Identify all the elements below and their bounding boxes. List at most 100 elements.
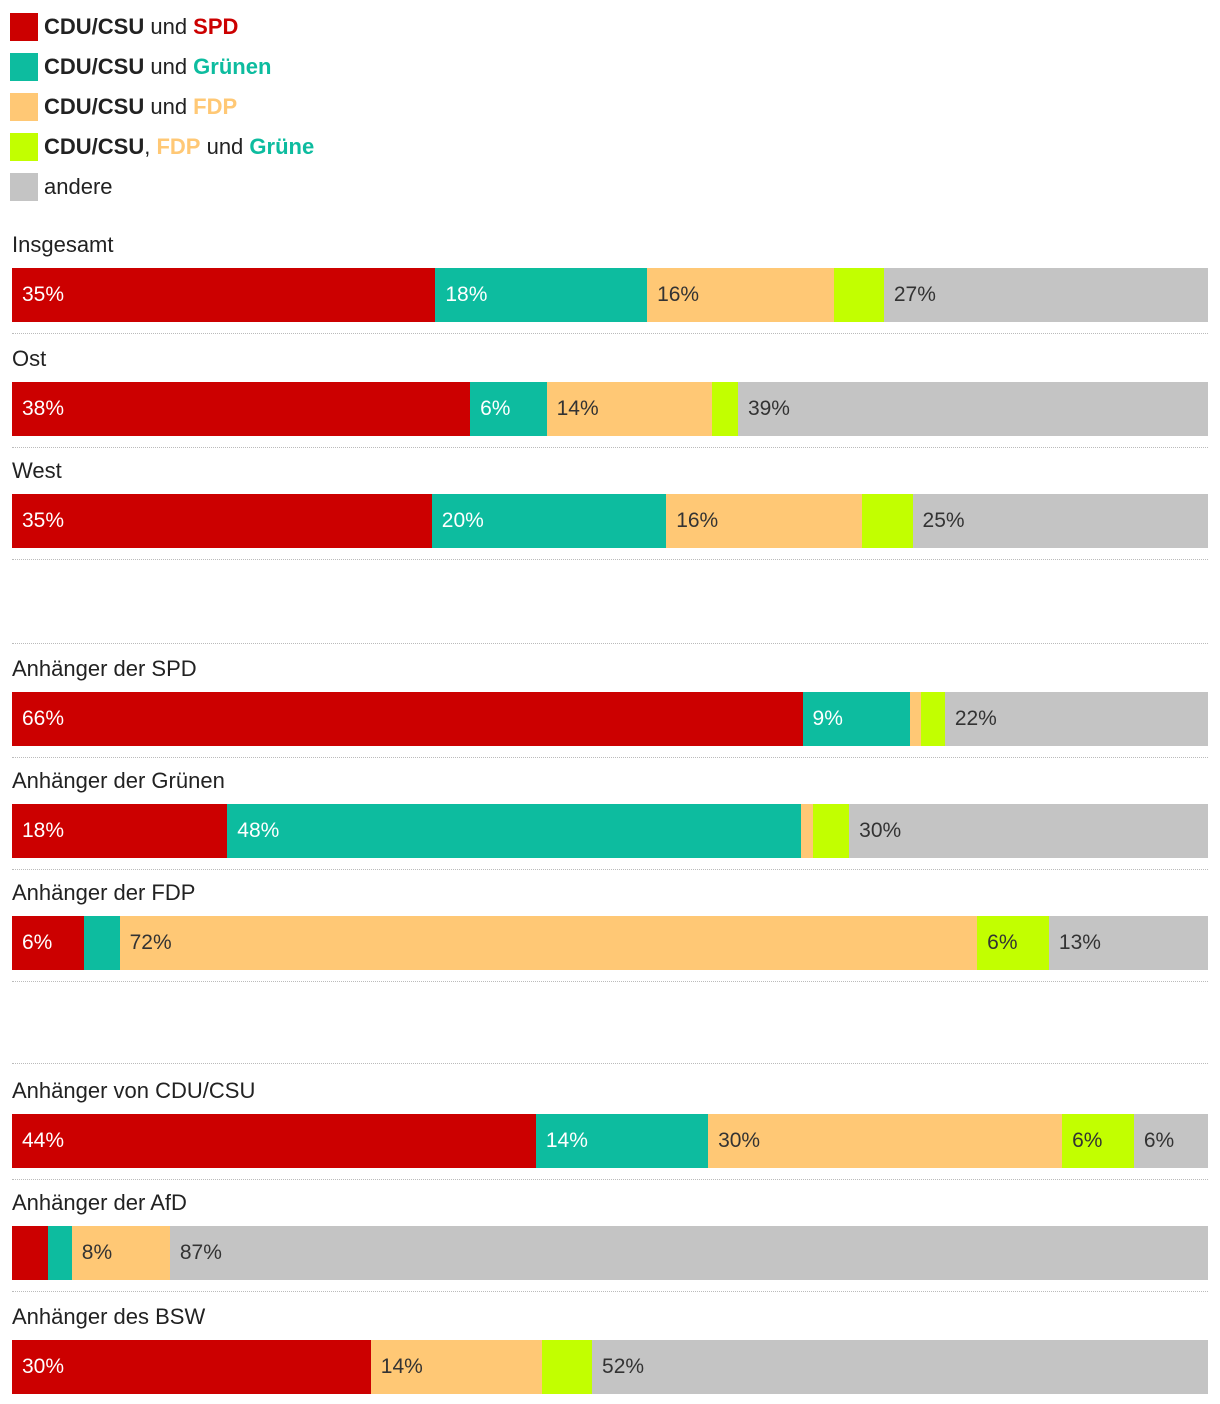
bar-segment-andere: 22% <box>944 692 1208 746</box>
bar-segment-andere: 27% <box>883 268 1208 322</box>
data-label: 66% <box>22 707 65 730</box>
legend-label-gruene: CDU/CSU und Grünen <box>44 52 271 82</box>
legend-swatch-andere <box>10 173 38 201</box>
stacked-bar: 18% 48% 30% <box>12 804 1208 858</box>
bar-segment-gruene: 6% <box>470 382 547 436</box>
data-label: 39% <box>747 397 790 420</box>
bar-segment-fdp: 16% <box>647 268 834 322</box>
bar-segment-fdp: 30% <box>708 1114 1063 1168</box>
legend-swatch-jamaika <box>10 133 38 161</box>
data-label: 18% <box>445 283 488 306</box>
data-label: 87% <box>179 1241 222 1264</box>
bar-segment-jamaika: 6% <box>977 916 1049 970</box>
stacked-bar: 30% 14% 52% <box>12 1340 1208 1394</box>
legend-label-part: FDP <box>156 134 201 159</box>
bar-segment-andere: 6% <box>1133 1114 1208 1168</box>
bar-segment-spd <box>12 1226 48 1280</box>
bar-segment-gruene: 18% <box>435 268 648 322</box>
stacked-bar: 35% 18% 16% 27% <box>12 268 1208 322</box>
bar-segment-fdp <box>801 804 814 858</box>
bar-segment-fdp: 8% <box>71 1226 170 1280</box>
stacked-bar: 35% 20% 16% 25% <box>12 494 1208 548</box>
row-separator <box>12 559 1208 560</box>
data-label: 38% <box>22 397 65 420</box>
row-separator <box>12 1291 1208 1292</box>
stacked-bar: 8% 87% <box>12 1226 1208 1280</box>
row-separator <box>12 643 1208 644</box>
data-label: 20% <box>441 509 484 532</box>
bar-segment-spd: 18% <box>12 804 228 858</box>
data-label: 6% <box>22 931 53 954</box>
data-label: 6% <box>480 397 511 420</box>
bar-segment-fdp <box>910 692 921 746</box>
data-label: 30% <box>859 819 902 842</box>
legend-label-spd: CDU/CSU und SPD <box>44 12 238 42</box>
legend-swatch-gruene <box>10 53 38 81</box>
bar-segment-jamaika <box>920 692 945 746</box>
data-label: 72% <box>129 931 172 954</box>
bar-segment-gruene: 20% <box>431 494 667 548</box>
data-label: 48% <box>237 819 280 842</box>
data-label: 30% <box>718 1129 761 1152</box>
legend-swatch-spd <box>10 13 38 41</box>
bar-segment-jamaika <box>862 494 913 548</box>
legend-label-andere: andere <box>44 172 113 202</box>
data-label: 22% <box>954 707 997 730</box>
row-label: Insgesamt <box>12 232 114 257</box>
bar-segment-gruene: 48% <box>227 804 802 858</box>
legend-label-part: CDU/CSU <box>44 54 145 79</box>
legend-label-part: FDP <box>193 94 238 119</box>
bar-segment-fdp: 16% <box>666 494 863 548</box>
data-label: 8% <box>81 1241 113 1264</box>
stacked-bar: 66% 9% 22% <box>12 692 1208 746</box>
bar-segment-jamaika <box>813 804 850 858</box>
row-label: Anhänger der FDP <box>12 880 196 905</box>
row-separator <box>12 333 1208 334</box>
legend-label-part: CDU/CSU <box>44 94 145 119</box>
row-separator <box>12 981 1208 982</box>
row-label: Anhänger der AfD <box>12 1190 187 1215</box>
legend-label-part: , <box>144 134 157 159</box>
bar-segment-andere: 25% <box>912 494 1208 548</box>
legend-label-part: Grünen <box>193 54 272 79</box>
bar-segment-jamaika <box>711 382 738 436</box>
data-label: 30% <box>22 1355 65 1378</box>
row-separator <box>12 447 1208 448</box>
data-label: 18% <box>22 819 65 842</box>
data-label: 6% <box>1072 1129 1103 1152</box>
row-separator <box>12 869 1208 870</box>
bar-segment-fdp: 14% <box>546 382 712 436</box>
row-label: Anhänger der Grünen <box>12 768 225 793</box>
bar-segment-andere: 39% <box>737 382 1208 436</box>
bar-segment-andere: 13% <box>1048 916 1208 970</box>
data-label: 27% <box>893 283 936 306</box>
bar-segment-spd: 38% <box>12 382 471 436</box>
legend-label-fdp: CDU/CSU und FDP <box>44 92 237 122</box>
bar-segment-gruene <box>83 916 120 970</box>
stacked-bar: 38% 6% 14% 39% <box>12 382 1208 436</box>
data-label: 25% <box>922 509 965 532</box>
data-label: 14% <box>545 1129 588 1152</box>
row-label: Ost <box>12 346 47 371</box>
bar-segment-spd: 35% <box>12 268 436 322</box>
legend-label-part: CDU/CSU <box>44 134 145 159</box>
data-label: 13% <box>1058 931 1101 954</box>
bar-segment-andere: 52% <box>592 1340 1208 1394</box>
bar-segment-gruene: 9% <box>802 692 911 746</box>
legend-label-part: und <box>144 54 194 79</box>
row-label: Anhänger der SPD <box>12 656 197 681</box>
legend-swatch-fdp <box>10 93 38 121</box>
legend-label-jamaika: CDU/CSU, FDP und Grüne <box>44 132 314 162</box>
legend-label-part: SPD <box>193 14 239 39</box>
data-label: 35% <box>22 509 65 532</box>
bar-segment-fdp: 72% <box>119 916 978 970</box>
legend-label-part: Grüne <box>249 134 315 159</box>
bar-segment-andere: 30% <box>849 804 1208 858</box>
bar-segment-jamaika <box>541 1340 593 1394</box>
bar-segment-jamaika <box>833 268 884 322</box>
bar-segment-fdp: 14% <box>370 1340 542 1394</box>
bar-segment-jamaika: 6% <box>1062 1114 1134 1168</box>
row-separator <box>12 757 1208 758</box>
data-label: 14% <box>556 397 599 420</box>
